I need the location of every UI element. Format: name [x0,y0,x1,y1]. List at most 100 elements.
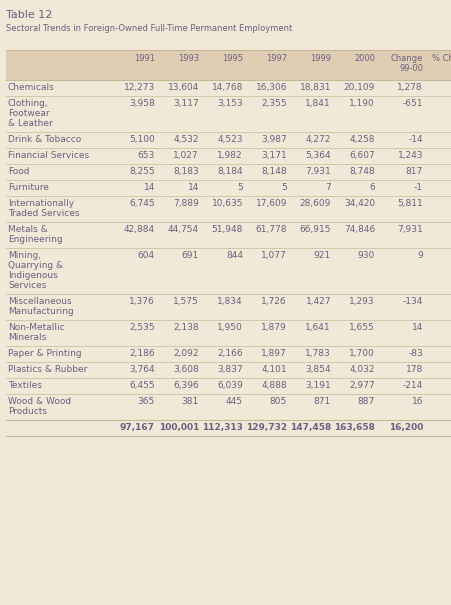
Text: 3,958: 3,958 [129,99,155,108]
Text: Miscellaneous: Miscellaneous [8,297,72,306]
Text: Food: Food [8,167,29,176]
Bar [6,222,451,248]
Text: 34,420: 34,420 [344,199,375,208]
Text: 653: 653 [138,151,155,160]
Text: 921: 921 [314,251,331,260]
Text: 18,831: 18,831 [299,83,331,92]
Text: 10,635: 10,635 [212,199,243,208]
Text: Engineering: Engineering [8,235,63,244]
Text: 1,655: 1,655 [349,323,375,332]
Text: 8,183: 8,183 [173,167,199,176]
Text: 16: 16 [411,397,423,406]
Bar [6,378,451,394]
Text: 445: 445 [226,397,243,406]
Text: 4,532: 4,532 [174,135,199,144]
Text: 1,834: 1,834 [217,297,243,306]
Text: 1,077: 1,077 [261,251,287,260]
Text: 2,535: 2,535 [129,323,155,332]
Text: 1,700: 1,700 [349,349,375,358]
Text: 381: 381 [182,397,199,406]
Text: 1991: 1991 [134,54,155,63]
Text: 1,982: 1,982 [217,151,243,160]
Text: Financial Services: Financial Services [8,151,89,160]
Text: 1995: 1995 [222,54,243,63]
Text: % Change: % Change [432,54,451,63]
Text: 3,117: 3,117 [173,99,199,108]
Text: 99-00: 99-00 [399,64,423,73]
Text: Products: Products [8,407,47,416]
Text: 6,039: 6,039 [217,381,243,390]
Bar [6,346,451,362]
Text: 5,811: 5,811 [397,199,423,208]
Text: 3,837: 3,837 [217,365,243,374]
Text: 817: 817 [406,167,423,176]
Text: 4,888: 4,888 [262,381,287,390]
Text: 12,273: 12,273 [124,83,155,92]
Text: 4,272: 4,272 [306,135,331,144]
Bar [6,96,451,132]
Text: 3,191: 3,191 [305,381,331,390]
Text: 5,100: 5,100 [129,135,155,144]
Text: 28,609: 28,609 [299,199,331,208]
Text: 163,658: 163,658 [334,423,375,432]
Text: 1,278: 1,278 [397,83,423,92]
Text: 1,950: 1,950 [217,323,243,332]
Text: 61,778: 61,778 [256,225,287,234]
Text: 4,258: 4,258 [350,135,375,144]
Text: 604: 604 [138,251,155,260]
Text: 6,455: 6,455 [129,381,155,390]
Bar [6,164,451,180]
Text: -14: -14 [408,135,423,144]
Text: 4,101: 4,101 [262,365,287,374]
Text: Manufacturing: Manufacturing [8,307,74,316]
Text: 844: 844 [226,251,243,260]
Text: 8,748: 8,748 [350,167,375,176]
Text: 112,313: 112,313 [202,423,243,432]
Text: 1,293: 1,293 [350,297,375,306]
Text: 3,608: 3,608 [173,365,199,374]
Bar [6,394,451,420]
Text: 2,355: 2,355 [262,99,287,108]
Text: Wood & Wood: Wood & Wood [8,397,71,406]
Text: Traded Services: Traded Services [8,209,80,218]
Text: 7: 7 [325,183,331,192]
Text: Drink & Tobacco: Drink & Tobacco [8,135,81,144]
Text: 8,184: 8,184 [217,167,243,176]
Text: 178: 178 [406,365,423,374]
Text: 1,243: 1,243 [397,151,423,160]
Text: Furniture: Furniture [8,183,49,192]
Text: Internationally: Internationally [8,199,74,208]
Text: -134: -134 [403,297,423,306]
Text: 2,092: 2,092 [174,349,199,358]
Text: 871: 871 [314,397,331,406]
Text: 7,931: 7,931 [305,167,331,176]
Text: 44,754: 44,754 [168,225,199,234]
Text: 14: 14 [188,183,199,192]
Text: 7,889: 7,889 [173,199,199,208]
Bar [6,362,451,378]
Text: & Leather: & Leather [8,119,53,128]
Text: Textiles: Textiles [8,381,42,390]
Bar [6,196,451,222]
Text: 13,604: 13,604 [168,83,199,92]
Bar [6,148,451,164]
Text: Quarrying &: Quarrying & [8,261,63,270]
Text: 51,948: 51,948 [212,225,243,234]
Text: 42,884: 42,884 [124,225,155,234]
Text: 7,931: 7,931 [397,225,423,234]
Text: 97,167: 97,167 [120,423,155,432]
Bar [6,294,451,320]
Text: 74,846: 74,846 [344,225,375,234]
Text: Paper & Printing: Paper & Printing [8,349,82,358]
Text: 1,841: 1,841 [305,99,331,108]
Bar [6,420,451,436]
Text: -651: -651 [402,99,423,108]
Text: 8,148: 8,148 [262,167,287,176]
Text: 2,186: 2,186 [129,349,155,358]
Text: 2,138: 2,138 [173,323,199,332]
Text: 365: 365 [138,397,155,406]
Text: 147,458: 147,458 [290,423,331,432]
Text: 1999: 1999 [310,54,331,63]
Text: 5,364: 5,364 [305,151,331,160]
Text: Change: Change [391,54,423,63]
